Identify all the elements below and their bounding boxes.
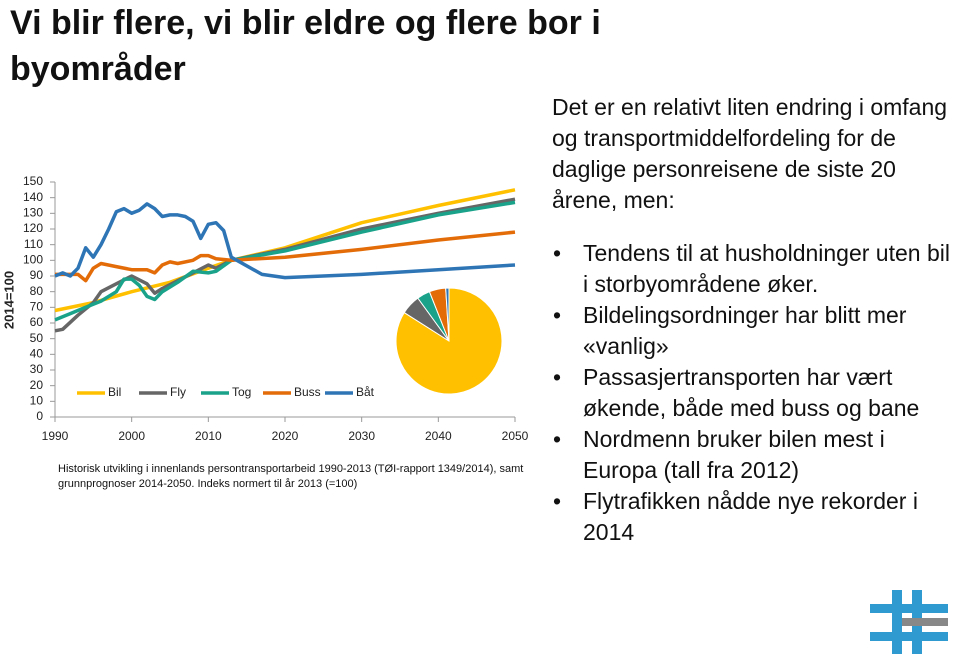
legend-label: Buss <box>294 385 321 399</box>
x-tick-label: 2040 <box>425 429 452 443</box>
legend-label: Tog <box>232 385 251 399</box>
x-tick-label: 2030 <box>348 429 375 443</box>
series-line <box>54 202 516 280</box>
bullet: Tendens til at husholdninger uten bil i … <box>553 238 960 300</box>
bullet: Passasjertransporten har vært økende, bå… <box>553 362 960 424</box>
x-tick-label: 2000 <box>118 429 145 443</box>
y-tick-label: 80 <box>30 284 44 298</box>
y-tick-label: 140 <box>23 190 43 204</box>
y-tick-label: 0 <box>36 409 43 423</box>
intro: Det er en relativt liten endring i omfan… <box>552 94 948 213</box>
slide-title: Vi blir flere, vi blir eldre og flere bo… <box>10 4 601 88</box>
bullet: Nordmenn bruker bilen mest i Europa (tal… <box>553 424 960 486</box>
chart-caption: Historisk utvikling i innenlands persont… <box>58 463 524 490</box>
legend-label: Båt <box>356 385 375 399</box>
text-column: Det er en relativt liten endring i omfan… <box>552 92 960 548</box>
x-tick-label: 1990 <box>42 429 69 443</box>
series-line <box>54 200 516 322</box>
y-tick-label: 50 <box>30 331 44 345</box>
y-tick-label: 30 <box>30 362 44 376</box>
pie-slice <box>445 287 450 342</box>
y-tick-label: 40 <box>30 347 44 361</box>
y-tick-label: 90 <box>30 268 44 282</box>
y-tick-label: 100 <box>23 253 43 267</box>
bullet: Flytrafikken nådde nye rekorder i 2014 <box>553 486 960 548</box>
y-tick-label: 10 <box>30 394 44 408</box>
y-tick-label: 110 <box>24 237 43 251</box>
y-tick-label: 60 <box>30 315 44 329</box>
bullet-list: Tendens til at husholdninger uten bil i … <box>552 238 960 548</box>
series-line <box>55 230 516 283</box>
y-tick-label: 120 <box>23 221 43 235</box>
y-axis-label: 2014=100 <box>1 271 16 329</box>
y-tick-label: 130 <box>23 206 43 220</box>
y-tick-label: 70 <box>30 300 44 314</box>
series-line <box>54 188 516 313</box>
x-tick-label: 2020 <box>272 429 299 443</box>
logo <box>870 590 948 654</box>
legend-label: Bil <box>108 385 121 399</box>
x-tick-label: 2010 <box>195 429 222 443</box>
y-tick-label: 150 <box>23 174 43 188</box>
y-tick-label: 20 <box>30 378 44 392</box>
x-tick-label: 2050 <box>502 429 529 443</box>
legend-label: Fly <box>170 385 186 399</box>
bullet: Bildelingsordninger har blitt mer «vanli… <box>553 300 960 362</box>
